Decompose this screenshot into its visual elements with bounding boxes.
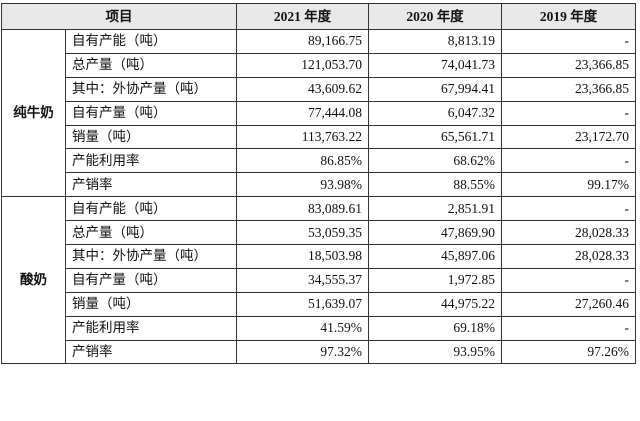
header-item: 项目 — [1, 3, 237, 30]
value-2019: 28,028.33 — [501, 220, 636, 246]
value-2020: 74,041.73 — [368, 52, 502, 78]
value-2019: - — [501, 100, 636, 126]
value-2020: 8,813.19 — [368, 29, 502, 54]
metric-label: 自有产量（吨） — [65, 267, 237, 293]
table-row: 自有产量（吨） 77,444.08 6,047.32- — [2, 100, 636, 126]
value-2020: 47,869.90 — [368, 220, 502, 246]
value-2020: 44,975.22 — [368, 291, 502, 317]
table-row: 其中：外协产量（吨） 43,609.62 67,994.41 23,366.85 — [2, 76, 636, 102]
table-row: 自有产量（吨） 34,555.37 1,972.85- — [2, 267, 636, 293]
metric-label: 其中：外协产量（吨） — [65, 244, 237, 269]
value-2020: 68.62% — [368, 148, 502, 174]
table-row: 纯牛奶 自有产能（吨） 89,166.75 8,813.19- — [1, 28, 636, 198]
header-2021: 2021 年度 — [236, 3, 369, 30]
table-row: 酸奶 自有产能（吨） 83,089.61 2,851.91- — [1, 196, 636, 365]
value-2020: 6,047.32 — [368, 100, 502, 126]
value-2021: 51,639.07 — [236, 291, 369, 317]
value-2020: 2,851.91 — [368, 196, 502, 222]
value-2019: 23,366.85 — [501, 52, 636, 78]
value-2021: 77,444.08 — [236, 100, 369, 126]
value-2021: 93.98% — [236, 172, 369, 198]
table-row: 销量（吨） 113,763.22 65,561.71 23,172.70 — [2, 124, 636, 150]
value-2019: - — [501, 148, 636, 174]
value-2021: 113,763.22 — [236, 124, 369, 150]
metric-label: 自有产能（吨） — [65, 29, 237, 54]
metric-label: 总产量（吨） — [65, 52, 237, 78]
metric-label: 自有产能（吨） — [65, 196, 237, 222]
value-2021: 53,059.35 — [236, 220, 369, 246]
header-row: 项目 2021 年度 2020 年度 2019 年度 — [1, 3, 636, 30]
value-2020: 45,897.06 — [368, 244, 502, 269]
table-row: 总产量（吨） 53,059.35 47,869.90 28,028.33 — [2, 220, 636, 246]
metric-label: 总产量（吨） — [65, 220, 237, 246]
table-body: 纯牛奶 自有产能（吨） 89,166.75 8,813.19- 总产量（吨） 121,05… — [1, 28, 636, 365]
value-2021: 41.59% — [236, 315, 369, 341]
value-2020: 93.95% — [368, 339, 502, 365]
value-2021: 43,609.62 — [236, 76, 369, 102]
value-2019: 28,028.33 — [501, 244, 636, 269]
value-2020: 88.55% — [368, 172, 502, 198]
value-2019: 97.26% — [501, 339, 636, 365]
group-label: 酸奶 — [1, 196, 66, 365]
value-2019: 23,366.85 — [501, 76, 636, 102]
table-row: 其中：外协产量（吨） 18,503.98 45,897.06 28,028.33 — [2, 244, 636, 269]
table-row: 产能利用率 86.85% 68.62% - — [2, 148, 636, 174]
value-2021: 89,166.75 — [236, 29, 369, 54]
production-sales-table: 项目 2021 年度 2020 年度 2019 年度 纯牛奶 自有产能（吨） 89,… — [1, 3, 636, 365]
value-2021: 34,555.37 — [236, 267, 369, 293]
metric-label: 产能利用率 — [65, 315, 237, 341]
value-2021: 97.32% — [236, 339, 369, 365]
value-2019: 27,260.46 — [501, 291, 636, 317]
metric-label: 自有产量（吨） — [65, 100, 237, 126]
metric-label: 销量（吨） — [65, 124, 237, 150]
value-2020: 67,994.41 — [368, 76, 502, 102]
metric-label: 销量（吨） — [65, 291, 237, 317]
value-2019: - — [501, 29, 636, 54]
table-row: 产销率 97.32% 93.95% 97.26% — [2, 339, 636, 365]
value-2020: 69.18% — [368, 315, 502, 341]
table-row: 总产量（吨） 121,053.70 74,041.73 23,366.85 — [2, 52, 636, 78]
value-2020: 1,972.85 — [368, 267, 502, 293]
value-2020: 65,561.71 — [368, 124, 502, 150]
group-label: 纯牛奶 — [1, 28, 66, 198]
metric-label: 其中：外协产量（吨） — [65, 76, 237, 102]
value-2019: 23,172.70 — [501, 124, 636, 150]
table-header: 项目 2021 年度 2020 年度 2019 年度 — [1, 3, 636, 30]
metric-label: 产销率 — [65, 172, 237, 198]
value-2019: - — [501, 267, 636, 293]
header-2020: 2020 年度 — [368, 3, 502, 30]
table-row: 产销率 93.98% 88.55% 99.17% — [2, 172, 636, 198]
metric-label: 产能利用率 — [65, 148, 237, 174]
value-2019: - — [501, 196, 636, 222]
header-2019: 2019 年度 — [501, 3, 636, 30]
table-row: 产能利用率 41.59% 69.18% - — [2, 315, 636, 341]
value-2021: 86.85% — [236, 148, 369, 174]
table-row: 销量（吨） 51,639.07 44,975.22 27,260.46 — [2, 291, 636, 317]
value-2021: 121,053.70 — [236, 52, 369, 78]
value-2019: - — [501, 315, 636, 341]
value-2021: 83,089.61 — [236, 196, 369, 222]
metric-label: 产销率 — [65, 339, 237, 365]
value-2019: 99.17% — [501, 172, 636, 198]
value-2021: 18,503.98 — [236, 244, 369, 269]
